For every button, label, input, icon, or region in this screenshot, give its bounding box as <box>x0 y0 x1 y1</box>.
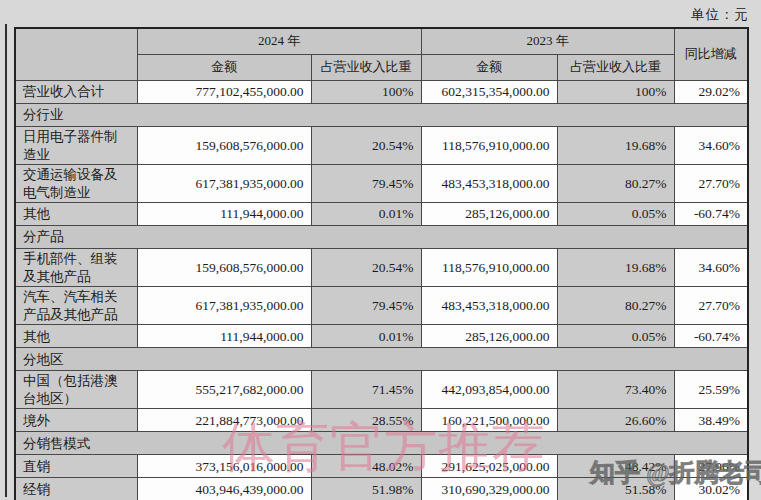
amount-2024-header: 金额 <box>137 55 311 81</box>
yoy-change-cell: 34.60% <box>674 127 748 165</box>
share-2024-cell: 0.01% <box>311 203 421 226</box>
yoy-change-header: 同比增减 <box>674 28 748 81</box>
table-row: 汽车、汽车相关产品及其他产品617,381,935,000.0079.45%48… <box>15 287 748 325</box>
amount-2024-cell: 221,884,773,000.00 <box>137 409 311 432</box>
amount-2024-cell: 159,608,576,000.00 <box>137 127 311 165</box>
row-label: 汽车、汽车相关产品及其他产品 <box>15 287 137 325</box>
yoy-change-cell: -60.74% <box>674 203 748 226</box>
share-2024-cell: 100% <box>311 81 421 104</box>
yoy-change-cell: 29.02% <box>674 81 748 104</box>
row-label: 其他 <box>15 325 137 348</box>
amount-2023-cell: 483,453,318,000.00 <box>421 287 557 325</box>
amount-2023-cell: 160,221,500,000.00 <box>421 409 557 432</box>
amount-2024-cell: 617,381,935,000.00 <box>137 165 311 203</box>
row-label: 营业收入合计 <box>15 81 137 104</box>
corner-cell <box>15 28 137 81</box>
table-row: 中国（包括港澳台地区）555,217,682,000.0071.45%442,0… <box>15 371 748 409</box>
table-row: 营业收入合计777,102,455,000.00100%602,315,354,… <box>15 81 748 104</box>
header-row-years: 2024 年 2023 年 同比增减 <box>15 28 748 55</box>
yoy-change-cell: 27.96% <box>674 455 748 478</box>
page-edge-line <box>5 24 7 497</box>
section-row: 分行业 <box>15 104 748 127</box>
amount-2023-cell: 118,576,910,000.00 <box>421 249 557 287</box>
yoy-change-cell: 25.59% <box>674 371 748 409</box>
share-2023-header: 占营业收入比重 <box>557 55 674 81</box>
amount-2023-cell: 285,126,000.00 <box>421 325 557 348</box>
amount-2024-cell: 555,217,682,000.00 <box>137 371 311 409</box>
share-2024-cell: 28.55% <box>311 409 421 432</box>
year-2023-header: 2023 年 <box>421 28 674 55</box>
section-row: 分销售模式 <box>15 432 748 455</box>
share-2024-cell: 79.45% <box>311 165 421 203</box>
share-2024-cell: 48.02% <box>311 455 421 478</box>
share-2023-cell: 80.27% <box>557 165 674 203</box>
table-row: 交通运输设备及电气制造业617,381,935,000.0079.45%483,… <box>15 165 748 203</box>
share-2023-cell: 19.68% <box>557 127 674 165</box>
yoy-change-cell: 38.49% <box>674 409 748 432</box>
share-2024-cell: 79.45% <box>311 287 421 325</box>
row-label: 中国（包括港澳台地区） <box>15 371 137 409</box>
row-label: 经销 <box>15 478 137 500</box>
share-2024-header: 占营业收入比重 <box>311 55 421 81</box>
table-row: 经销403,946,439,000.0051.98%310,690,329,00… <box>15 478 748 500</box>
amount-2024-cell: 373,156,016,000.00 <box>137 455 311 478</box>
share-2023-cell: 51.58% <box>557 478 674 500</box>
share-2024-cell: 51.98% <box>311 478 421 500</box>
table-body: 营业收入合计777,102,455,000.00100%602,315,354,… <box>15 81 748 500</box>
amount-2023-cell: 285,126,000.00 <box>421 203 557 226</box>
amount-2023-header: 金额 <box>421 55 557 81</box>
amount-2024-cell: 111,944,000.00 <box>137 203 311 226</box>
share-2024-cell: 20.54% <box>311 249 421 287</box>
section-label: 分产品 <box>15 226 748 249</box>
row-label: 直销 <box>15 455 137 478</box>
amount-2023-cell: 602,315,354,000.00 <box>421 81 557 104</box>
table-row: 直销373,156,016,000.0048.02%291,625,025,00… <box>15 455 748 478</box>
amount-2023-cell: 291,625,025,000.00 <box>421 455 557 478</box>
amount-2024-cell: 111,944,000.00 <box>137 325 311 348</box>
share-2023-cell: 73.40% <box>557 371 674 409</box>
share-2023-cell: 80.27% <box>557 287 674 325</box>
share-2023-cell: 48.42% <box>557 455 674 478</box>
section-row: 分地区 <box>15 348 748 371</box>
row-label: 手机部件、组装及其他产品 <box>15 249 137 287</box>
amount-2023-cell: 118,576,910,000.00 <box>421 127 557 165</box>
share-2023-cell: 100% <box>557 81 674 104</box>
yoy-change-cell: 27.70% <box>674 165 748 203</box>
amount-2024-cell: 617,381,935,000.00 <box>137 287 311 325</box>
amount-2024-cell: 403,946,439,000.00 <box>137 478 311 500</box>
share-2024-cell: 71.45% <box>311 371 421 409</box>
row-label: 日用电子器件制造业 <box>15 127 137 165</box>
table-row: 日用电子器件制造业159,608,576,000.0020.54%118,576… <box>15 127 748 165</box>
share-2024-cell: 20.54% <box>311 127 421 165</box>
table-row: 境外221,884,773,000.0028.55%160,221,500,00… <box>15 409 748 432</box>
section-label: 分销售模式 <box>15 432 748 455</box>
amount-2023-cell: 442,093,854,000.00 <box>421 371 557 409</box>
year-2024-header: 2024 年 <box>137 28 421 55</box>
row-label: 境外 <box>15 409 137 432</box>
unit-label: 单位：元 <box>691 6 749 24</box>
row-label: 交通运输设备及电气制造业 <box>15 165 137 203</box>
share-2023-cell: 26.60% <box>557 409 674 432</box>
yoy-change-cell: 34.60% <box>674 249 748 287</box>
table-row: 手机部件、组装及其他产品159,608,576,000.0020.54%118,… <box>15 249 748 287</box>
amount-2023-cell: 483,453,318,000.00 <box>421 165 557 203</box>
share-2023-cell: 0.05% <box>557 203 674 226</box>
amount-2023-cell: 310,690,329,000.00 <box>421 478 557 500</box>
amount-2024-cell: 159,608,576,000.00 <box>137 249 311 287</box>
share-2023-cell: 0.05% <box>557 325 674 348</box>
yoy-change-cell: -60.74% <box>674 325 748 348</box>
share-2024-cell: 0.01% <box>311 325 421 348</box>
yoy-change-cell: 30.02% <box>674 478 748 500</box>
section-label: 分行业 <box>15 104 748 127</box>
revenue-breakdown-table: 2024 年 2023 年 同比增减 金额 占营业收入比重 金额 占营业收入比重… <box>14 27 749 500</box>
table-row: 其他111,944,000.000.01%285,126,000.000.05%… <box>15 203 748 226</box>
share-2023-cell: 19.68% <box>557 249 674 287</box>
amount-2024-cell: 777,102,455,000.00 <box>137 81 311 104</box>
section-row: 分产品 <box>15 226 748 249</box>
row-label: 其他 <box>15 203 137 226</box>
table-row: 其他111,944,000.000.01%285,126,000.000.05%… <box>15 325 748 348</box>
yoy-change-cell: 27.70% <box>674 287 748 325</box>
section-label: 分地区 <box>15 348 748 371</box>
